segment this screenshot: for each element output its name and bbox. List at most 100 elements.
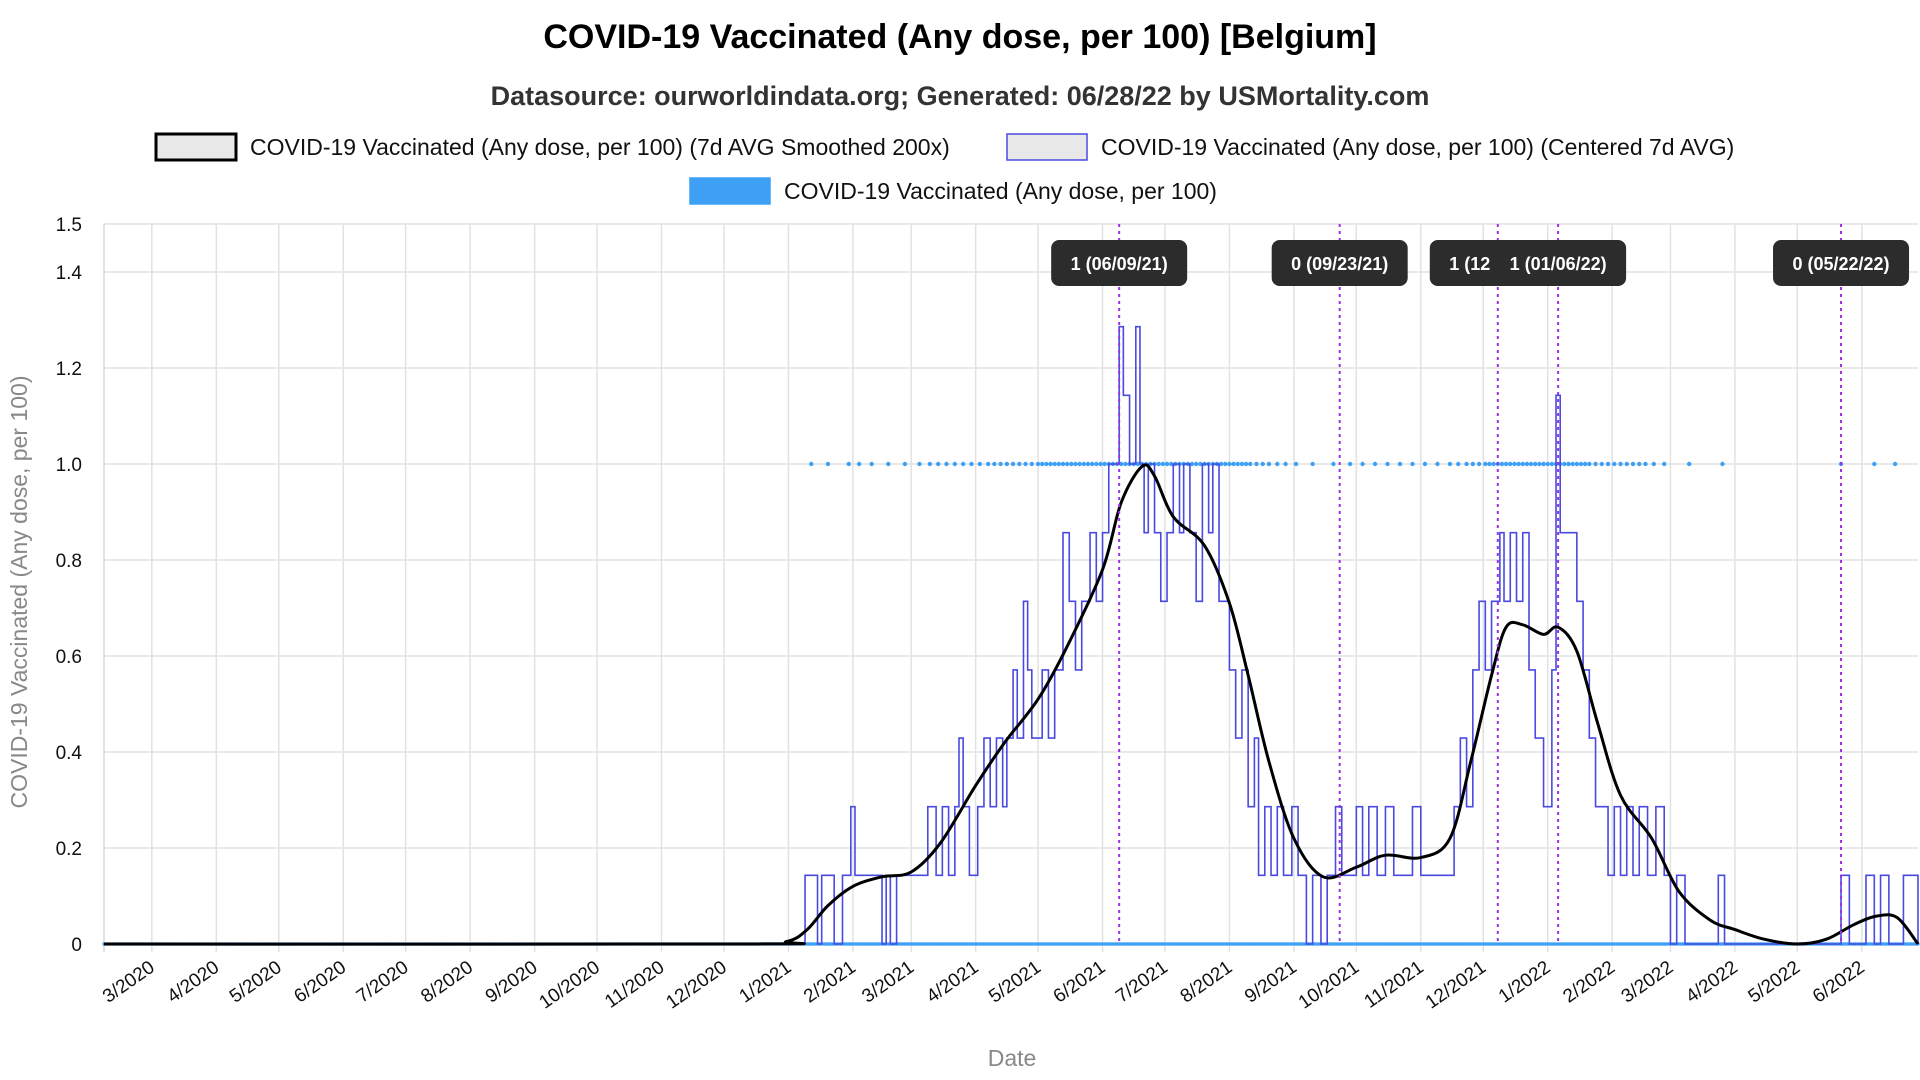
scatter-point xyxy=(1275,461,1280,467)
legend-item[interactable]: COVID-19 Vaccinated (Any dose, per 100) … xyxy=(154,132,950,162)
scatter-point xyxy=(1156,461,1161,467)
x-tick-label: 10/2021 xyxy=(1295,957,1363,1014)
scatter-point xyxy=(1218,461,1224,467)
scatter-point xyxy=(1503,461,1509,467)
scatter-point xyxy=(1524,461,1530,467)
scatter-point xyxy=(1491,461,1496,467)
legend-label: COVID-19 Vaccinated (Any dose, per 100) … xyxy=(250,134,950,160)
x-tick-label: 11/2021 xyxy=(1361,957,1428,1013)
scatter-point xyxy=(1422,461,1428,467)
scatter-point xyxy=(1198,461,1203,467)
x-axis-title: Date xyxy=(988,1045,1037,1071)
legend: COVID-19 Vaccinated (Any dose, per 100) … xyxy=(154,132,1734,205)
y-tick-label: 0 xyxy=(71,935,82,956)
scatter-point xyxy=(1048,461,1053,467)
x-tick-label: 6/2020 xyxy=(290,957,350,1008)
scatter-point xyxy=(1077,461,1082,467)
scatter-point xyxy=(927,461,933,467)
x-axis: 3/2020 4/2020 5/2020 6/2020 7/2020 8/2020 9/20… xyxy=(99,957,1869,1014)
annotation-box xyxy=(1773,240,1910,286)
scatter-point xyxy=(1360,461,1365,467)
scatter-point xyxy=(1483,461,1488,467)
x-tick-label: 9/2020 xyxy=(482,957,542,1008)
annotation-box xyxy=(1490,240,1627,286)
scatter-point xyxy=(1004,461,1010,467)
scatter-point xyxy=(1060,461,1066,467)
x-tick-label: 3/2020 xyxy=(99,957,159,1008)
x-tick-label: 11/2020 xyxy=(601,957,668,1013)
scatter-point xyxy=(1872,461,1877,467)
scatter-point xyxy=(960,461,966,467)
scatter-point xyxy=(1545,461,1550,467)
x-tick-label: 10/2020 xyxy=(536,957,604,1014)
chart-title: COVID-19 Vaccinated (Any dose, per 100) … xyxy=(543,18,1376,56)
scatter-point xyxy=(917,461,922,467)
scatter-point xyxy=(1331,461,1336,467)
scatter-point xyxy=(1266,461,1272,467)
scatter-point xyxy=(1010,461,1016,467)
scatter-point xyxy=(1582,461,1588,467)
annotation: 1 (06/09/21) xyxy=(1051,240,1188,286)
scatter-point xyxy=(846,461,851,467)
scatter-point xyxy=(1578,461,1584,467)
scatter-point xyxy=(1372,461,1378,467)
scatter-point xyxy=(1260,461,1265,467)
chart-subtitle: Datasource: ourworldindata.org; Generate… xyxy=(491,81,1430,111)
scatter-point xyxy=(1892,461,1898,467)
x-tick-label: 1/2021 xyxy=(736,957,796,1008)
scatter-point xyxy=(1643,461,1648,467)
scatter-point xyxy=(985,461,991,467)
x-tick-label: 4/2020 xyxy=(164,957,224,1008)
scatter-point xyxy=(1073,461,1078,467)
scatter-point xyxy=(1533,461,1538,467)
legend-item[interactable]: COVID-19 Vaccinated (Any dose, per 100) xyxy=(689,177,1217,205)
scatter-point xyxy=(1541,461,1546,467)
x-tick-label: 7/2021 xyxy=(1112,957,1172,1008)
legend-label: COVID-19 Vaccinated (Any dose, per 100) … xyxy=(1101,134,1734,160)
scatter-point xyxy=(935,461,941,467)
legend-item[interactable]: COVID-19 Vaccinated (Any dose, per 100) … xyxy=(1006,133,1734,161)
scatter-point xyxy=(1612,461,1617,467)
y-tick-label: 1.2 xyxy=(56,359,82,380)
scatter-point xyxy=(1528,461,1534,467)
legend-swatch xyxy=(154,132,238,162)
scatter-point xyxy=(1720,461,1725,467)
x-tick-label: 1/2022 xyxy=(1495,957,1555,1008)
legend-label: COVID-19 Vaccinated (Any dose, per 100) xyxy=(784,178,1217,204)
scatter-point xyxy=(1410,461,1415,467)
x-tick-label: 5/2020 xyxy=(226,957,286,1008)
scatter-point xyxy=(1516,461,1521,467)
annotation-label: 0 (05/22/22) xyxy=(1792,254,1889,274)
scatter-point xyxy=(1637,461,1642,467)
scatter-point xyxy=(1189,461,1195,467)
scatter-point xyxy=(1476,461,1482,467)
scatter-point xyxy=(1549,461,1555,467)
scatter-point xyxy=(1520,461,1525,467)
legend-swatch xyxy=(1006,133,1088,161)
scatter-point xyxy=(1035,461,1041,467)
scatter-point xyxy=(1447,461,1453,467)
scatter-point xyxy=(1470,461,1476,467)
scatter-point xyxy=(1168,461,1174,467)
scatter-point xyxy=(869,461,874,467)
scatter-point xyxy=(1593,461,1598,467)
x-tick-label: 3/2022 xyxy=(1618,957,1678,1008)
x-tick-label: 8/2021 xyxy=(1177,957,1237,1008)
scatter-point xyxy=(1464,461,1469,467)
scatter-point xyxy=(1248,461,1253,467)
scatter-point xyxy=(809,461,814,467)
annotations: 1 (06/09/21)0 (09/23/21)1 (12/08/21)1 (0… xyxy=(1051,224,1910,944)
scatter-point xyxy=(1029,461,1035,467)
scatter-point xyxy=(1098,461,1103,467)
series-line-smoothed xyxy=(103,463,1920,946)
x-tick-label: 5/2022 xyxy=(1745,957,1805,1008)
annotation-label: 1 (06/09/21) xyxy=(1071,254,1168,274)
x-tick-label: 2/2022 xyxy=(1559,957,1619,1008)
scatter-point xyxy=(1512,461,1517,467)
scatter-point xyxy=(1081,461,1087,467)
y-tick-label: 1.4 xyxy=(56,263,83,284)
scatter-point xyxy=(1254,461,1259,467)
scatter-point xyxy=(969,461,974,467)
scatter-point xyxy=(1193,461,1199,467)
scatter-point xyxy=(1662,461,1667,467)
